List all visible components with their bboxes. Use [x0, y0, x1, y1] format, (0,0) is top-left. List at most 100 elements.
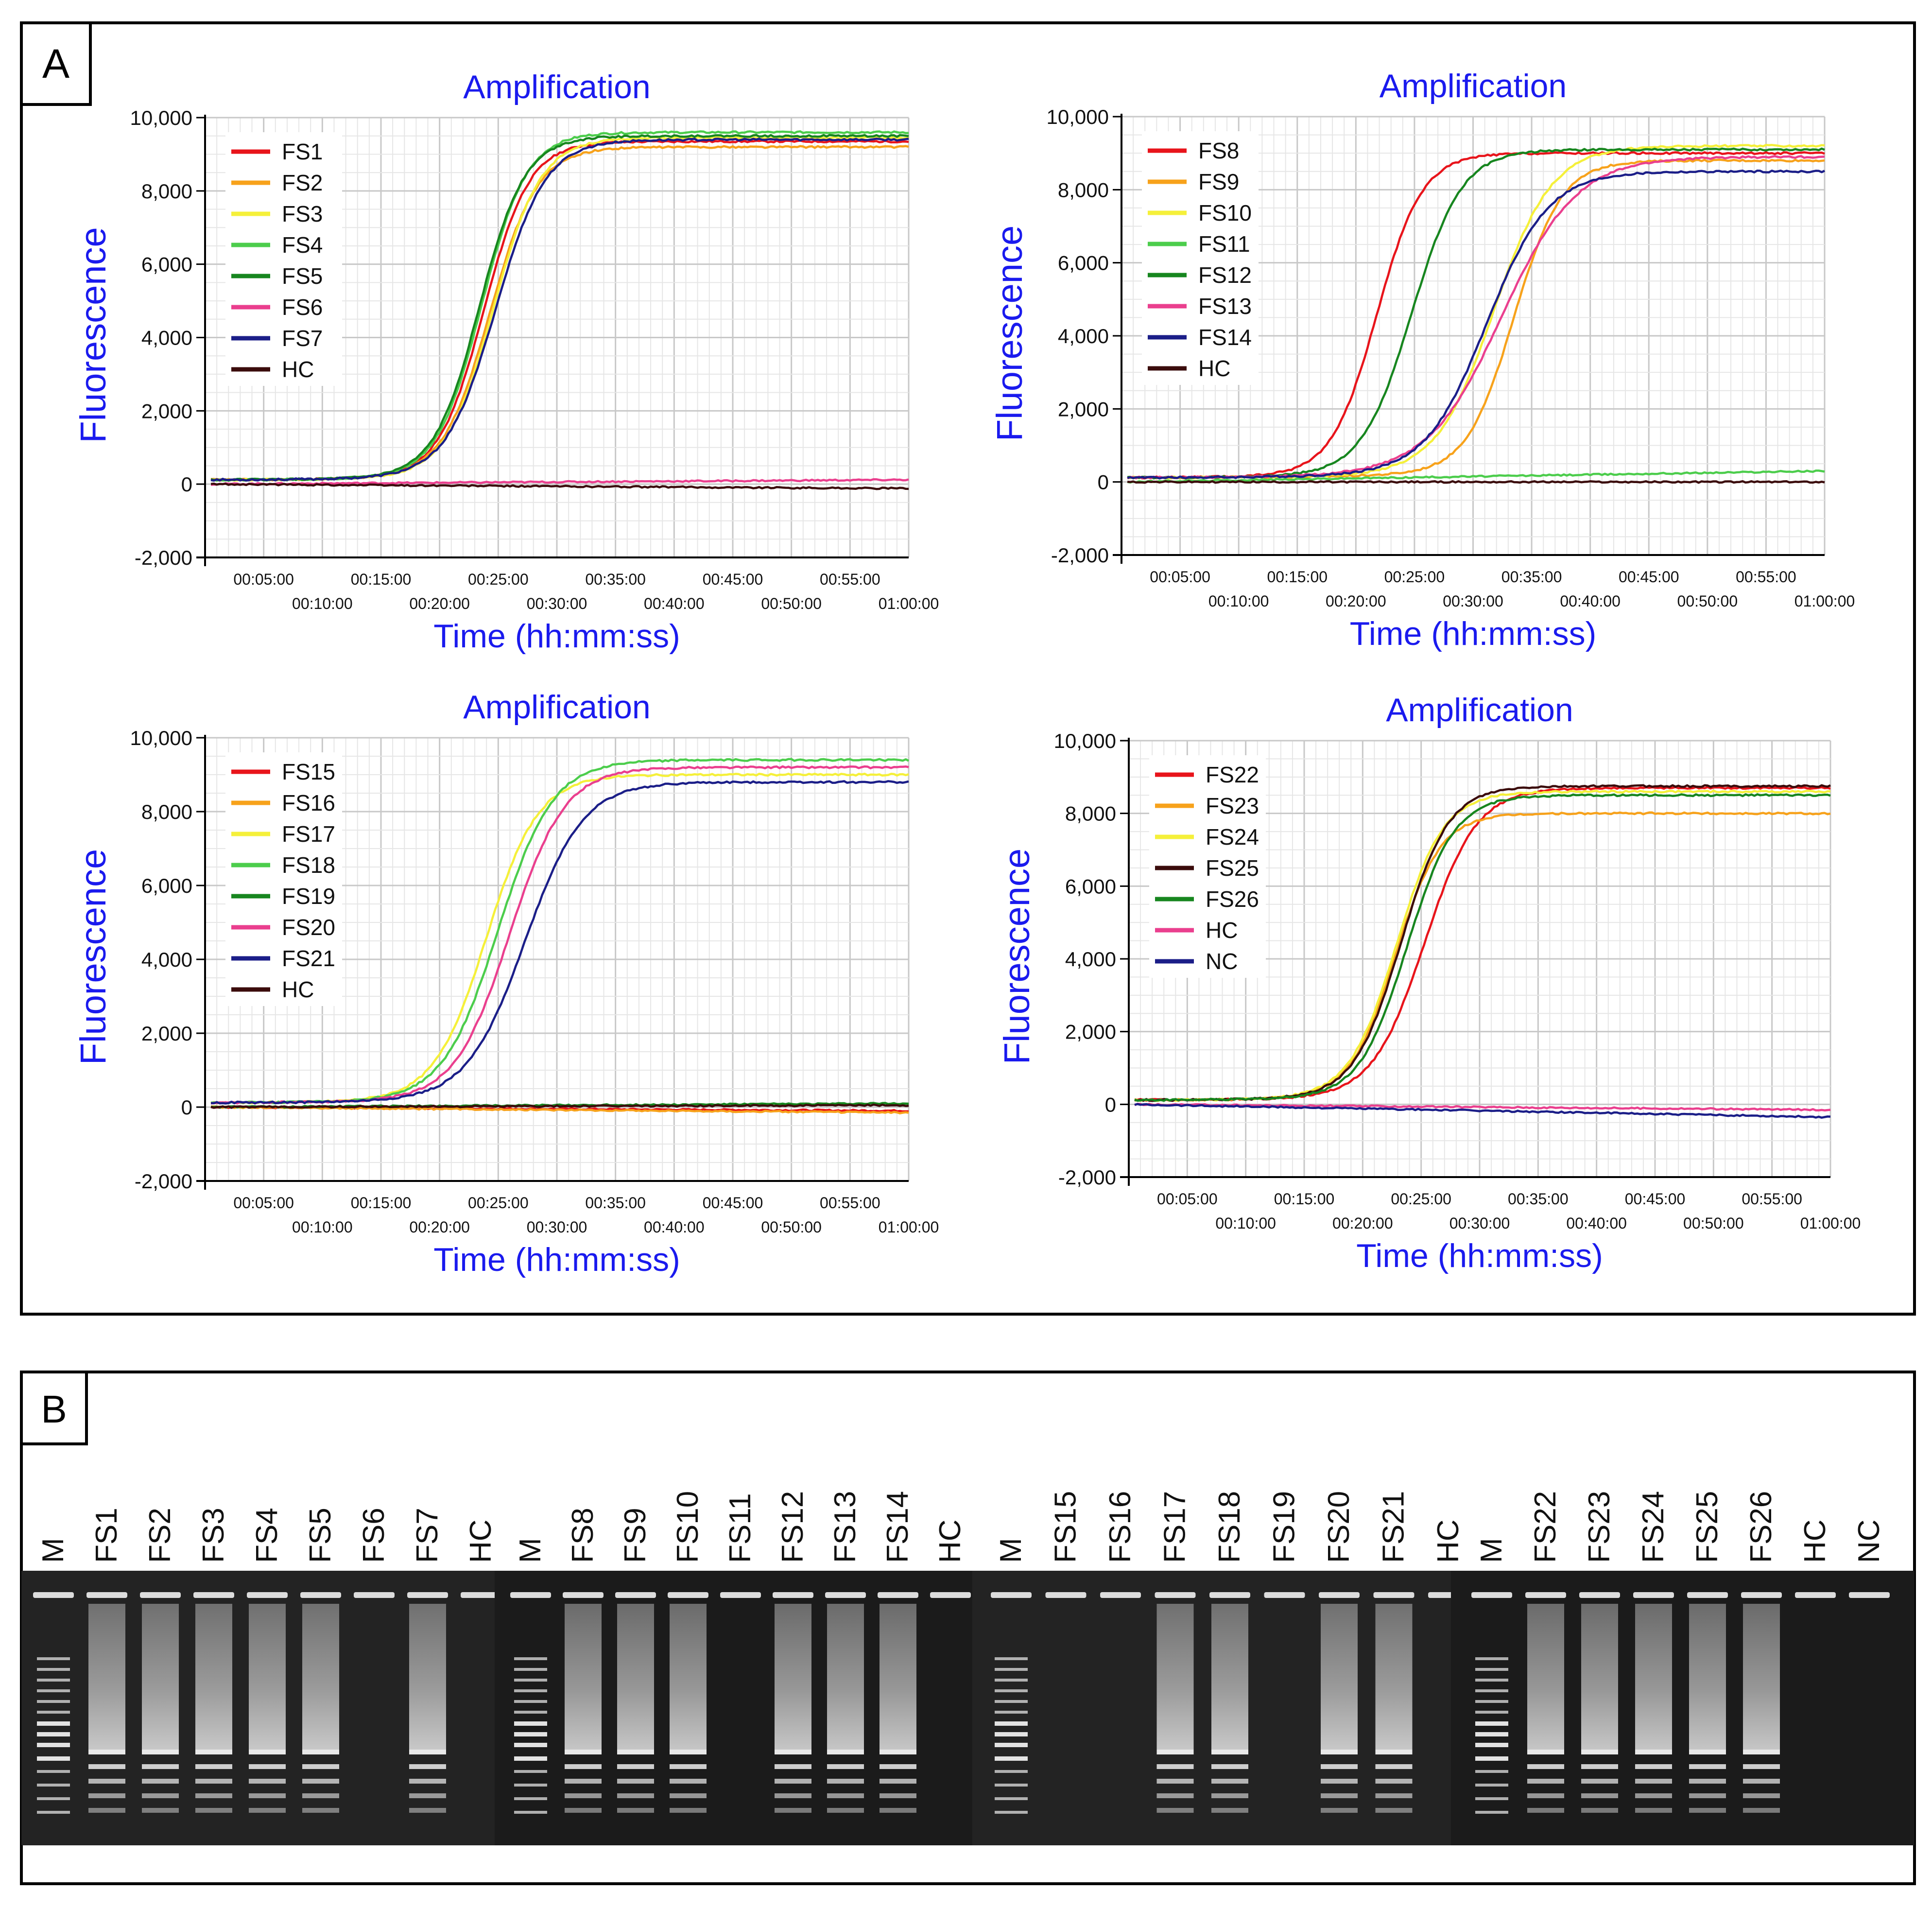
gel-well — [33, 1592, 74, 1598]
ladder-band — [995, 1784, 1028, 1787]
amplicon-band — [775, 1764, 811, 1769]
amplicon-band — [249, 1779, 286, 1784]
ladder-band — [1475, 1811, 1508, 1814]
legend-label: FS21 — [282, 946, 335, 971]
x-tick-label-lower: 00:20:00 — [409, 595, 470, 612]
lane-label: FS1 — [90, 1508, 123, 1563]
ladder-band — [1475, 1770, 1508, 1773]
amplicon-band — [1375, 1764, 1413, 1769]
y-axis-title: Fluorescence — [73, 849, 113, 1065]
legend-label: FS25 — [1206, 855, 1259, 881]
ladder-band — [37, 1689, 70, 1692]
y-tick-label: 4,000 — [141, 327, 192, 349]
gel-well — [825, 1592, 866, 1598]
y-tick-label: -2,000 — [135, 1170, 192, 1193]
lane-label: M — [36, 1538, 70, 1563]
legend-box — [225, 752, 342, 1006]
amplicon-band — [142, 1808, 179, 1813]
lane-label: FS6 — [357, 1508, 391, 1563]
gel-well — [773, 1592, 813, 1598]
lane-label: M — [1475, 1538, 1508, 1563]
ladder-band — [514, 1732, 547, 1736]
lane-label: FS11 — [724, 1493, 757, 1563]
ladder-band — [1475, 1657, 1508, 1660]
ladder-band — [514, 1700, 547, 1703]
legend-label: FS8 — [1198, 138, 1239, 163]
lane-label: FS13 — [828, 1491, 862, 1563]
chart-title: Amplification — [463, 689, 651, 726]
legend-label: FS23 — [1206, 793, 1259, 818]
amplification-chart-4: 10,000 8,000 6,000 4,000 2,000 0 -2,000 00:05:0… — [997, 692, 1861, 1274]
amplicon-band — [88, 1750, 125, 1754]
y-tick-label: 10,000 — [1047, 105, 1109, 128]
y-axis-title: Fluorescence — [997, 849, 1037, 1064]
ladder-band — [37, 1797, 70, 1800]
amplicon-band — [880, 1764, 916, 1769]
lane-label: HC — [933, 1519, 967, 1563]
gel-well — [247, 1592, 288, 1598]
amplicon-band — [1375, 1808, 1413, 1813]
series-line-hc — [210, 1103, 909, 1109]
amplicon-band — [1321, 1808, 1358, 1813]
amplicon-band — [1743, 1750, 1780, 1754]
ladder-band — [995, 1756, 1028, 1761]
ladder-band — [514, 1797, 547, 1800]
y-axis-title: Fluorescence — [73, 227, 113, 443]
amplicon-band — [1581, 1779, 1618, 1784]
amplicon-band — [409, 1750, 446, 1754]
amplicon-band — [880, 1808, 916, 1813]
amplicon-smear — [302, 1604, 339, 1750]
amplicon-band — [827, 1808, 864, 1813]
amplification-chart-2: 10,000 8,000 6,000 4,000 2,000 0 -2,000 00:05:0… — [989, 68, 1855, 652]
gel-well — [668, 1592, 708, 1598]
y-tick-label: 2,000 — [1065, 1021, 1116, 1043]
amplicon-smear — [1211, 1604, 1248, 1750]
x-tick-label-lower: 00:20:00 — [1332, 1215, 1393, 1232]
amplicon-band — [1581, 1793, 1618, 1798]
gel-well — [1849, 1592, 1890, 1598]
ladder-band — [995, 1700, 1028, 1703]
panel-b-label: B — [41, 1388, 67, 1431]
ladder-band — [514, 1668, 547, 1671]
x-tick-label-lower: 00:50:00 — [761, 595, 822, 612]
amplicon-band — [409, 1793, 446, 1798]
amplicon-band — [1635, 1750, 1672, 1754]
legend-label: FS26 — [1206, 886, 1259, 912]
amplicon-smear — [88, 1604, 125, 1750]
amplicon-band — [880, 1793, 916, 1798]
legend-label: FS11 — [1198, 231, 1250, 257]
ladder-band — [1475, 1689, 1508, 1692]
amplicon-band — [565, 1750, 602, 1754]
amplicon-band — [1321, 1750, 1358, 1754]
ladder-band — [514, 1711, 547, 1714]
amplicon-band — [827, 1750, 864, 1754]
gel-well — [193, 1592, 234, 1598]
amplicon-smear — [565, 1604, 602, 1750]
y-tick-label: 0 — [1105, 1093, 1116, 1116]
amplicon-band — [827, 1764, 864, 1769]
ladder-band — [514, 1657, 547, 1660]
ladder-band — [37, 1784, 70, 1787]
x-tick-label-upper: 00:55:00 — [820, 1194, 880, 1212]
x-tick-label-upper: 00:55:00 — [820, 571, 880, 588]
series-line-hc — [1127, 480, 1825, 484]
ladder-band — [514, 1743, 547, 1747]
x-tick-label-upper: 00:25:00 — [468, 1194, 529, 1212]
legend-label: FS18 — [282, 852, 335, 878]
gel-well — [930, 1592, 971, 1598]
gel-well — [1579, 1592, 1620, 1598]
amplicon-band — [1156, 1808, 1194, 1813]
gel-well — [1741, 1592, 1782, 1598]
x-tick-label-lower: 01:00:00 — [879, 595, 939, 612]
x-tick-label-upper: 00:05:00 — [1150, 568, 1210, 586]
y-tick-label: 4,000 — [1065, 948, 1116, 971]
amplicon-smear — [1375, 1604, 1413, 1750]
charts-group: 10,000 8,000 6,000 4,000 2,000 0 -2,000 00:05:0… — [73, 68, 1861, 1278]
lane-label: FS22 — [1529, 1491, 1562, 1563]
lane-label: FS9 — [619, 1508, 652, 1563]
legend-label: FS15 — [282, 759, 335, 784]
amplicon-band — [1743, 1779, 1780, 1784]
gel-well — [991, 1592, 1032, 1598]
ladder-band — [37, 1770, 70, 1773]
gel-well — [720, 1592, 761, 1598]
